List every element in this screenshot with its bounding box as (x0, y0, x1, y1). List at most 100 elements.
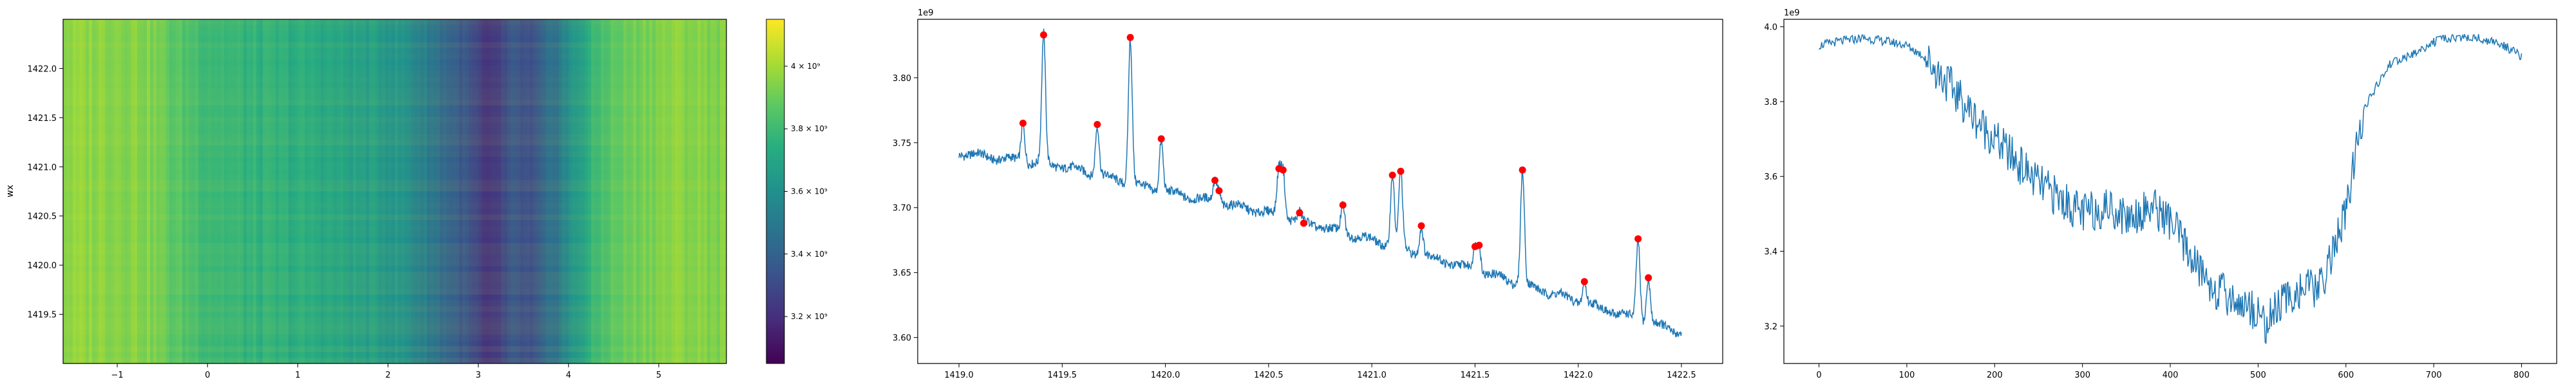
x-tick-label: 1421.0 (1357, 371, 1387, 380)
profile-offset-text: 1e9 (1784, 8, 1800, 18)
heatmap-column (99, 19, 102, 363)
heatmap-y-axis-label: wx (5, 185, 15, 198)
heatmap-column (469, 19, 473, 363)
heatmap-column (611, 19, 614, 363)
colorbar-ticks: 3.2 × 10⁹ 3.4 × 10⁹ 3.6 × 10⁹ 3.8 × 10⁹ 4 × … (784, 62, 828, 321)
heatmap-row-shade (63, 54, 726, 60)
x-tick-label: 1422.5 (1667, 371, 1696, 380)
heatmap-column (324, 19, 328, 363)
profile-line-panel: 0 100 200 300 400 500 600 700 800 3.2 3.4 3.6 3.8 4.0… (1764, 8, 2557, 380)
heatmap-row-shade (63, 185, 726, 192)
peak-marker (1126, 33, 1134, 41)
heatmap-column (86, 19, 90, 363)
heatmap-row-shade (63, 128, 726, 134)
heatmap-row-shade (63, 163, 726, 169)
heatmap-column (504, 19, 508, 363)
x-tick-label: 400 (2163, 371, 2179, 380)
heatmap-column (202, 19, 205, 363)
heatmap-column (404, 19, 408, 363)
heatmap-row-shade (63, 248, 726, 255)
heatmap-column (440, 19, 444, 363)
heatmap-row-shade (63, 220, 726, 226)
x-tick-label: 1422.0 (1564, 371, 1593, 380)
heatmap-row-shade (63, 317, 726, 324)
heatmap-row-shade (63, 352, 726, 358)
heatmap-column (578, 19, 582, 363)
heatmap-column (92, 19, 96, 363)
x-tick-label: 0 (205, 371, 210, 380)
peak-marker (1040, 31, 1048, 39)
peak-markers (1019, 31, 1653, 286)
peak-marker (1645, 274, 1653, 282)
heatmap-column (443, 19, 447, 363)
heatmap-column (250, 19, 254, 363)
heatmap-column (672, 19, 676, 363)
heatmap-column (176, 19, 180, 363)
heatmap-column (256, 19, 260, 363)
x-tick-label: 700 (2426, 371, 2442, 380)
heatmap-column (456, 19, 460, 363)
heatmap-row-shade (63, 151, 726, 157)
heatmap-row-shade (63, 340, 726, 346)
x-tick-label: 3 (475, 371, 480, 380)
heatmap-column (211, 19, 215, 363)
heatmap-column (73, 19, 77, 363)
heatmap-column (346, 19, 350, 363)
heatmap-column (214, 19, 218, 363)
heatmap-column (208, 19, 212, 363)
heatmap-column (527, 19, 531, 363)
heatmap-column (102, 19, 106, 363)
heatmap-column (720, 19, 724, 363)
heatmap-row-shade (63, 266, 726, 271)
heatmap-column (317, 19, 321, 363)
heatmap-column (292, 19, 296, 363)
heatmap-column (108, 19, 112, 363)
heatmap-column (382, 19, 386, 363)
heatmap-column (659, 19, 663, 363)
heatmap-axes-frame (62, 19, 727, 364)
x-tick-label: 800 (2514, 371, 2530, 380)
y-tick-label: 1422.0 (28, 64, 57, 74)
y-tick-label: 3.60 (893, 334, 911, 344)
heatmap-row-shade (63, 106, 726, 111)
heatmap-column (607, 19, 611, 363)
heatmap-column (401, 19, 405, 363)
y-tick-label: 3.70 (893, 204, 911, 214)
heatmap-column (137, 19, 141, 363)
heatmap-column (115, 19, 118, 363)
peak-marker (1019, 120, 1027, 127)
heatmap-column (221, 19, 225, 363)
heatmap-row-shade (63, 37, 726, 42)
heatmap-column (289, 19, 292, 363)
heatmap-row-shade (63, 65, 726, 71)
heatmap-column (76, 19, 80, 363)
heatmap-row-shade (63, 277, 726, 284)
y-tick-label: 3.75 (893, 139, 911, 149)
heatmap-column (685, 19, 688, 363)
colorbar: 3.2 × 10⁹ 3.4 × 10⁹ 3.6 × 10⁹ 3.8 × 10⁹ 4 × … (766, 19, 828, 364)
heatmap-column (485, 19, 489, 363)
y-tick-label: 1420.5 (28, 212, 57, 222)
colorbar-tick-label: 4 × 10⁹ (791, 62, 820, 71)
heatmap-column (144, 19, 147, 363)
heatmap-column (240, 19, 244, 363)
heatmap-column (79, 19, 83, 363)
heatmap-row-shade (63, 226, 726, 232)
heatmap-row-shade (63, 93, 726, 100)
heatmap-column (327, 19, 331, 363)
heatmap-row-shade (63, 59, 726, 65)
heatmap-column (227, 19, 231, 363)
heatmap-column (156, 19, 160, 363)
heatmap-column (530, 19, 534, 363)
heatmap-row-shade (63, 243, 726, 249)
heatmap-row-shade (63, 31, 726, 37)
heatmap-column (501, 19, 505, 363)
heatmap-row-shade (63, 169, 726, 174)
heatmap-column (411, 19, 415, 363)
x-tick-label: 600 (2338, 371, 2354, 380)
heatmap-column (620, 19, 624, 363)
heatmap-column (66, 19, 70, 363)
heatmap-row-shade (63, 174, 726, 180)
heatmap-column (398, 19, 402, 363)
heatmap-column (639, 19, 643, 363)
